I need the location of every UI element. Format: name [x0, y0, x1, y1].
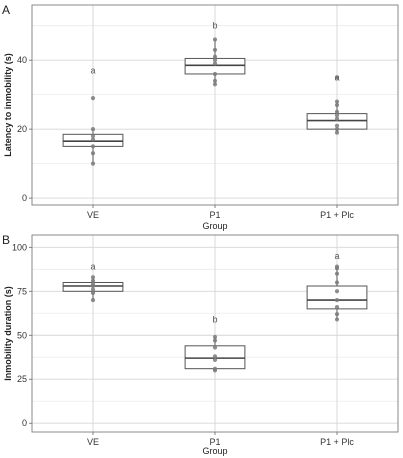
panel-b-data-point: [90, 278, 96, 283]
panel-b-y-ticks: 0 25 50 75 100: [12, 242, 32, 428]
panel-b-data-point: [334, 317, 340, 322]
panel-a-data-point: [334, 113, 340, 118]
panel-a-x-tick-label: P1 + Plc: [320, 210, 354, 220]
panel-a-data-point: [212, 37, 218, 42]
panel-a-x-tick-label: VE: [87, 210, 99, 220]
panel-b-significance-letter: a: [334, 251, 339, 261]
panel-a-data-point: [90, 137, 96, 142]
panel-a-x-ticks: VE P1 P1 + Plc: [87, 205, 354, 220]
panel-a-y-tick-label: 40: [17, 55, 27, 65]
panel-a-data-point: [212, 61, 218, 66]
panel-b: B a b a 0 25 50 75 100 VE P1 P1 + Plc Group Inmo…: [2, 233, 399, 456]
panel-b-significance-letter: a: [90, 262, 95, 272]
panel-a-label: A: [2, 3, 10, 17]
panel-a-data-point: [212, 71, 218, 77]
panel-a-data-point: [334, 102, 340, 108]
panel-a-data-point: [334, 130, 340, 135]
panel-b-data-point: [334, 280, 340, 285]
panel-a-data-point: [212, 54, 218, 59]
panel-a-significance-letter: b: [212, 21, 217, 31]
panel-a-data-point: [212, 82, 218, 87]
panel-b-significance-letter: b: [212, 314, 217, 324]
panel-b-y-axis-title: Inmobility duration (s): [3, 286, 13, 381]
panel-b-boxes: a b a: [62, 251, 368, 373]
panel-b-data-point: [212, 334, 218, 340]
panel-a-y-tick-label: 0: [22, 193, 27, 203]
panel-a-y-tick-label: 20: [17, 124, 27, 134]
panel-b-y-tick-label: 75: [17, 286, 27, 296]
panel-a-significance-letter: a: [90, 66, 95, 76]
panel-b-y-tick-label: 25: [17, 374, 27, 384]
panel-a-data-point: [90, 133, 96, 139]
panel-b-grid: [32, 235, 398, 432]
panel-b-y-tick-label: 100: [12, 242, 27, 252]
panel-b-data-point: [90, 297, 96, 303]
panel-b-data-point: [90, 290, 96, 296]
panel-b-data-point: [90, 287, 96, 292]
panel-a-data-point: [334, 127, 340, 132]
panel-b-data-point: [90, 275, 96, 280]
panel-a-data-point: [212, 78, 218, 83]
panel-a-data-point: [90, 144, 96, 149]
panel-a-y-ticks: 0 20 40: [17, 55, 32, 203]
panel-a-data-point: [90, 161, 96, 166]
panel-a-data-point: [90, 96, 96, 101]
panel-b-data-point: [212, 354, 218, 359]
panel-a: A a b a 0 20 40 VE P1 P1 + Plc Group Latency t…: [2, 3, 399, 231]
panel-b-data-point: [334, 264, 340, 269]
panel-a-data-point: [90, 151, 96, 156]
panel-a-data-point: [334, 123, 340, 128]
panel-b-x-tick-label: P1 + Plc: [320, 437, 354, 447]
panel-a-significance-letter: a: [334, 72, 339, 82]
panel-a-data-point: [212, 47, 218, 52]
panel-b-data-point: [212, 338, 218, 343]
panel-b-data-point: [212, 357, 218, 362]
panel-a-x-axis-title: Group: [202, 221, 227, 231]
panel-b-x-tick-label: VE: [87, 437, 99, 447]
panel-b-label: B: [2, 233, 10, 247]
panel-b-data-point: [334, 297, 340, 303]
panel-b-data-point: [212, 345, 218, 350]
panel-a-y-axis-title: Latency to inmobility (s): [3, 53, 13, 157]
panel-a-x-tick-label: P1: [209, 210, 220, 220]
panel-b-data-point: [334, 289, 340, 294]
panel-b-x-tick-label: P1: [209, 437, 220, 447]
panel-b-x-ticks: VE P1 P1 + Plc: [87, 432, 354, 447]
panel-a-data-point: [334, 109, 340, 114]
panel-a-data-point: [212, 58, 218, 63]
panel-a-data-point: [90, 127, 96, 132]
panel-b-data-point: [212, 366, 218, 371]
panel-a-data-point: [334, 75, 340, 80]
panel-a-data-point: [334, 99, 340, 104]
panel-b-data-point: [334, 312, 340, 317]
panel-a-boxes: a b a: [62, 21, 368, 166]
panel-b-y-tick-label: 0: [22, 418, 27, 428]
panel-b-data-point: [334, 305, 340, 310]
panel-b-data-point: [334, 271, 340, 276]
panel-a-data-point: [334, 116, 340, 121]
panel-b-y-tick-label: 50: [17, 330, 27, 340]
panel-b-x-axis-title: Group: [202, 446, 227, 456]
panel-a-grid: [32, 5, 398, 205]
panel-b-data-point: [90, 282, 96, 287]
